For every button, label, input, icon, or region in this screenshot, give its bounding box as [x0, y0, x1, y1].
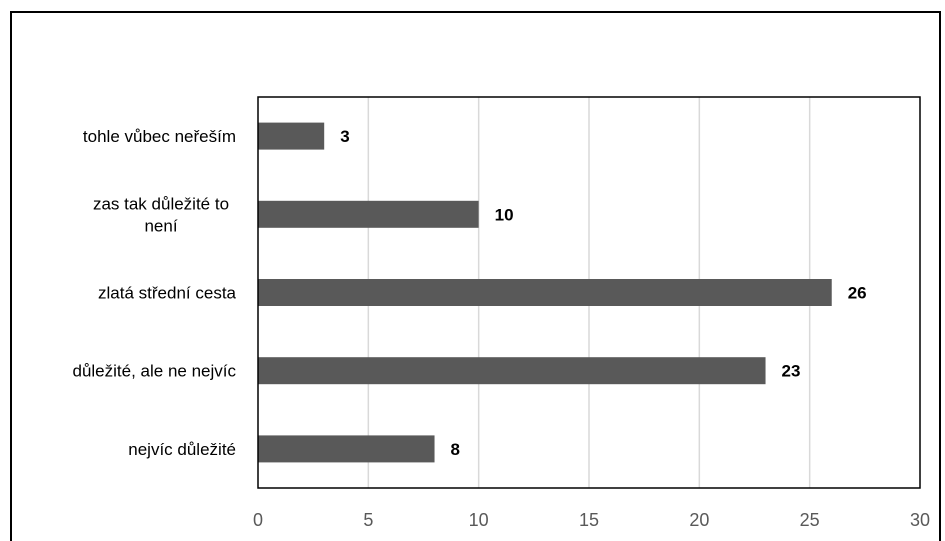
- data-label: 8: [451, 440, 460, 459]
- bar: [258, 122, 325, 150]
- category-label: zlatá střední cesta: [98, 284, 237, 303]
- data-label: 10: [495, 205, 514, 224]
- x-tick-label: 10: [469, 510, 489, 530]
- bar: [258, 357, 766, 385]
- bar: [258, 435, 435, 463]
- data-label: 23: [782, 362, 801, 381]
- category-labels: tohle vůbec neřeším zas tak důležité to ne…: [73, 127, 237, 459]
- x-tick-label: 30: [910, 510, 930, 530]
- category-label: důležité, ale ne nejvíc: [73, 362, 237, 381]
- x-tick-label: 20: [689, 510, 709, 530]
- bar: [258, 279, 832, 306]
- chart-frame: [10, 11, 941, 541]
- plot-area-border: [257, 96, 921, 489]
- data-label: 26: [848, 284, 867, 303]
- x-tick-label: 0: [253, 510, 263, 530]
- data-label: 3: [340, 127, 349, 146]
- data-labels: 3 10 26 23 8: [340, 127, 866, 459]
- bars: [258, 122, 832, 463]
- x-tick-label: 25: [800, 510, 820, 530]
- category-label: tohle vůbec neřeším: [83, 127, 236, 146]
- category-label: zas tak důležité to: [93, 194, 229, 213]
- x-tick-label: 5: [363, 510, 373, 530]
- category-label: nejvíc důležité: [128, 440, 236, 459]
- bar: [258, 200, 479, 228]
- axes: [257, 96, 921, 489]
- x-tick-label: 15: [579, 510, 599, 530]
- category-label: není: [144, 216, 177, 235]
- x-tick-labels: 0 5 10 15 20 25 30: [253, 510, 930, 530]
